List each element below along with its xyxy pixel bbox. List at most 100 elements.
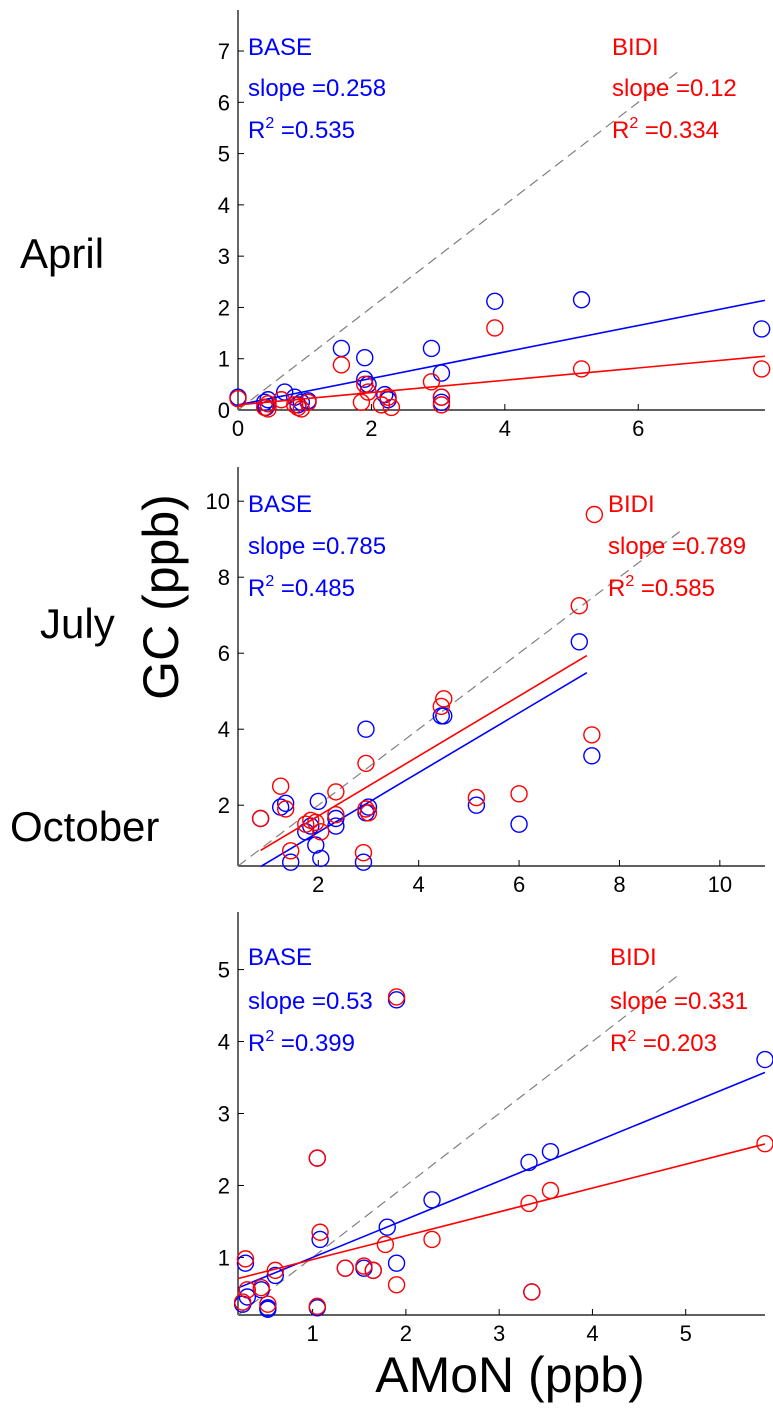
bidi-point bbox=[520, 1194, 538, 1213]
bidi-point bbox=[332, 356, 351, 374]
row-label: April bbox=[20, 230, 104, 277]
bidi-point bbox=[387, 1276, 406, 1294]
bidi-point bbox=[422, 373, 441, 391]
base-point bbox=[486, 292, 504, 310]
bidi-point bbox=[354, 844, 373, 862]
x-tick-label: 2 bbox=[365, 416, 377, 441]
bidi-point bbox=[327, 806, 345, 824]
panel-july: July 2 4 6 8 10 2 4 6 8 10 BASE slope =0.785 R2 =0.48… bbox=[40, 467, 765, 897]
y-tick-label: 4 bbox=[218, 717, 230, 742]
y-tick-label: 10 bbox=[206, 489, 230, 514]
y-tick-label: 1 bbox=[218, 347, 230, 372]
x-tick-label: 2 bbox=[400, 1321, 412, 1346]
bidi-point bbox=[387, 988, 406, 1006]
y-tick-label: 0 bbox=[218, 398, 230, 423]
bidi-point bbox=[756, 1135, 773, 1153]
bidi-point bbox=[572, 360, 591, 378]
x-tick-label: 8 bbox=[613, 872, 625, 897]
base-point bbox=[238, 1288, 257, 1306]
bidi-point bbox=[523, 1283, 541, 1301]
y-tick-label: 6 bbox=[218, 641, 230, 666]
base-point bbox=[356, 348, 374, 367]
y-tick-label: 1 bbox=[218, 1245, 230, 1270]
bidi-point bbox=[486, 319, 504, 337]
y-tick-label: 4 bbox=[218, 1030, 230, 1055]
bidi-r2-label: R2 =0.203 bbox=[610, 1028, 717, 1057]
x-tick-label: 3 bbox=[493, 1321, 505, 1346]
base-point bbox=[259, 1299, 277, 1317]
bidi-point bbox=[352, 393, 371, 412]
x-tick-label: 0 bbox=[232, 416, 244, 441]
y-tick-label: 5 bbox=[218, 958, 230, 983]
base-fit-line bbox=[260, 671, 588, 868]
base-legend-label: BASE bbox=[248, 944, 312, 971]
base-point bbox=[259, 1300, 277, 1318]
x-tick-label: 10 bbox=[708, 872, 732, 897]
base-point bbox=[423, 1191, 441, 1209]
base-slope-label: slope =0.258 bbox=[248, 75, 386, 102]
bidi-point bbox=[357, 800, 375, 818]
bidi-point bbox=[357, 754, 375, 773]
base-point bbox=[520, 1153, 538, 1172]
x-tick-label: 4 bbox=[499, 416, 511, 441]
row-label: July bbox=[40, 600, 115, 647]
bidi-fit-line bbox=[237, 1143, 766, 1280]
base-point bbox=[541, 1142, 560, 1161]
y-tick-label: 2 bbox=[218, 793, 230, 818]
bidi-point bbox=[308, 1297, 326, 1316]
base-r2-label: R2 =0.535 bbox=[248, 115, 355, 144]
base-point bbox=[332, 339, 351, 358]
bidi-point bbox=[379, 388, 397, 406]
bidi-point bbox=[359, 383, 377, 401]
x-axis-label: AMoN (ppb) bbox=[375, 1347, 645, 1403]
panel-october: October 1 2 3 4 5 1 2 3 4 5 BASE slope =0.53 R2 =0.39… bbox=[10, 803, 773, 1346]
one-to-one-line bbox=[237, 972, 682, 1316]
base-point bbox=[276, 794, 295, 812]
one-to-one-line bbox=[237, 531, 681, 867]
base-fit-line bbox=[237, 299, 766, 406]
bidi-point bbox=[435, 690, 453, 708]
base-legend-label: BASE bbox=[248, 34, 312, 61]
x-tick-label: 2 bbox=[312, 872, 324, 897]
bidi-point bbox=[376, 1235, 395, 1254]
bidi-legend-label: BIDI bbox=[610, 944, 657, 971]
bidi-point bbox=[276, 800, 295, 818]
bidi-point bbox=[336, 1259, 354, 1277]
base-point bbox=[572, 291, 591, 309]
bidi-point bbox=[356, 375, 374, 394]
y-tick-label: 2 bbox=[218, 1173, 230, 1198]
bidi-point bbox=[259, 400, 277, 418]
bidi-r2-label: R2 =0.585 bbox=[608, 573, 715, 602]
bidi-point bbox=[752, 360, 771, 378]
y-tick-label: 3 bbox=[218, 244, 230, 269]
bidi-point bbox=[541, 1181, 560, 1200]
base-r2-label: R2 =0.399 bbox=[248, 1028, 355, 1057]
bidi-point bbox=[432, 396, 451, 414]
base-point bbox=[359, 798, 378, 816]
row-label: October bbox=[10, 803, 159, 850]
base-point bbox=[308, 1299, 326, 1317]
y-tick-label: 5 bbox=[218, 142, 230, 167]
base-point bbox=[311, 1230, 329, 1249]
base-point bbox=[354, 853, 373, 871]
base-fit-line bbox=[237, 1071, 766, 1289]
bidi-legend-label: BIDI bbox=[612, 34, 659, 61]
base-point bbox=[312, 849, 330, 868]
bidi-point bbox=[233, 1293, 252, 1311]
bidi-point bbox=[364, 1261, 382, 1280]
base-point bbox=[282, 853, 300, 871]
base-point bbox=[432, 364, 451, 382]
y-tick-label: 2 bbox=[218, 295, 230, 320]
base-point bbox=[378, 1218, 396, 1236]
bidi-legend-label: BIDI bbox=[608, 491, 655, 518]
y-axis-label: GC (ppb) bbox=[133, 494, 189, 700]
bidi-point bbox=[259, 1295, 277, 1313]
base-point bbox=[357, 720, 375, 738]
bidi-point bbox=[308, 1149, 326, 1167]
bidi-point bbox=[432, 388, 451, 406]
base-point bbox=[510, 815, 528, 833]
bidi-point bbox=[570, 597, 588, 615]
y-tick-label: 6 bbox=[218, 90, 230, 115]
bidi-point bbox=[382, 398, 401, 417]
bidi-point bbox=[236, 1250, 255, 1268]
